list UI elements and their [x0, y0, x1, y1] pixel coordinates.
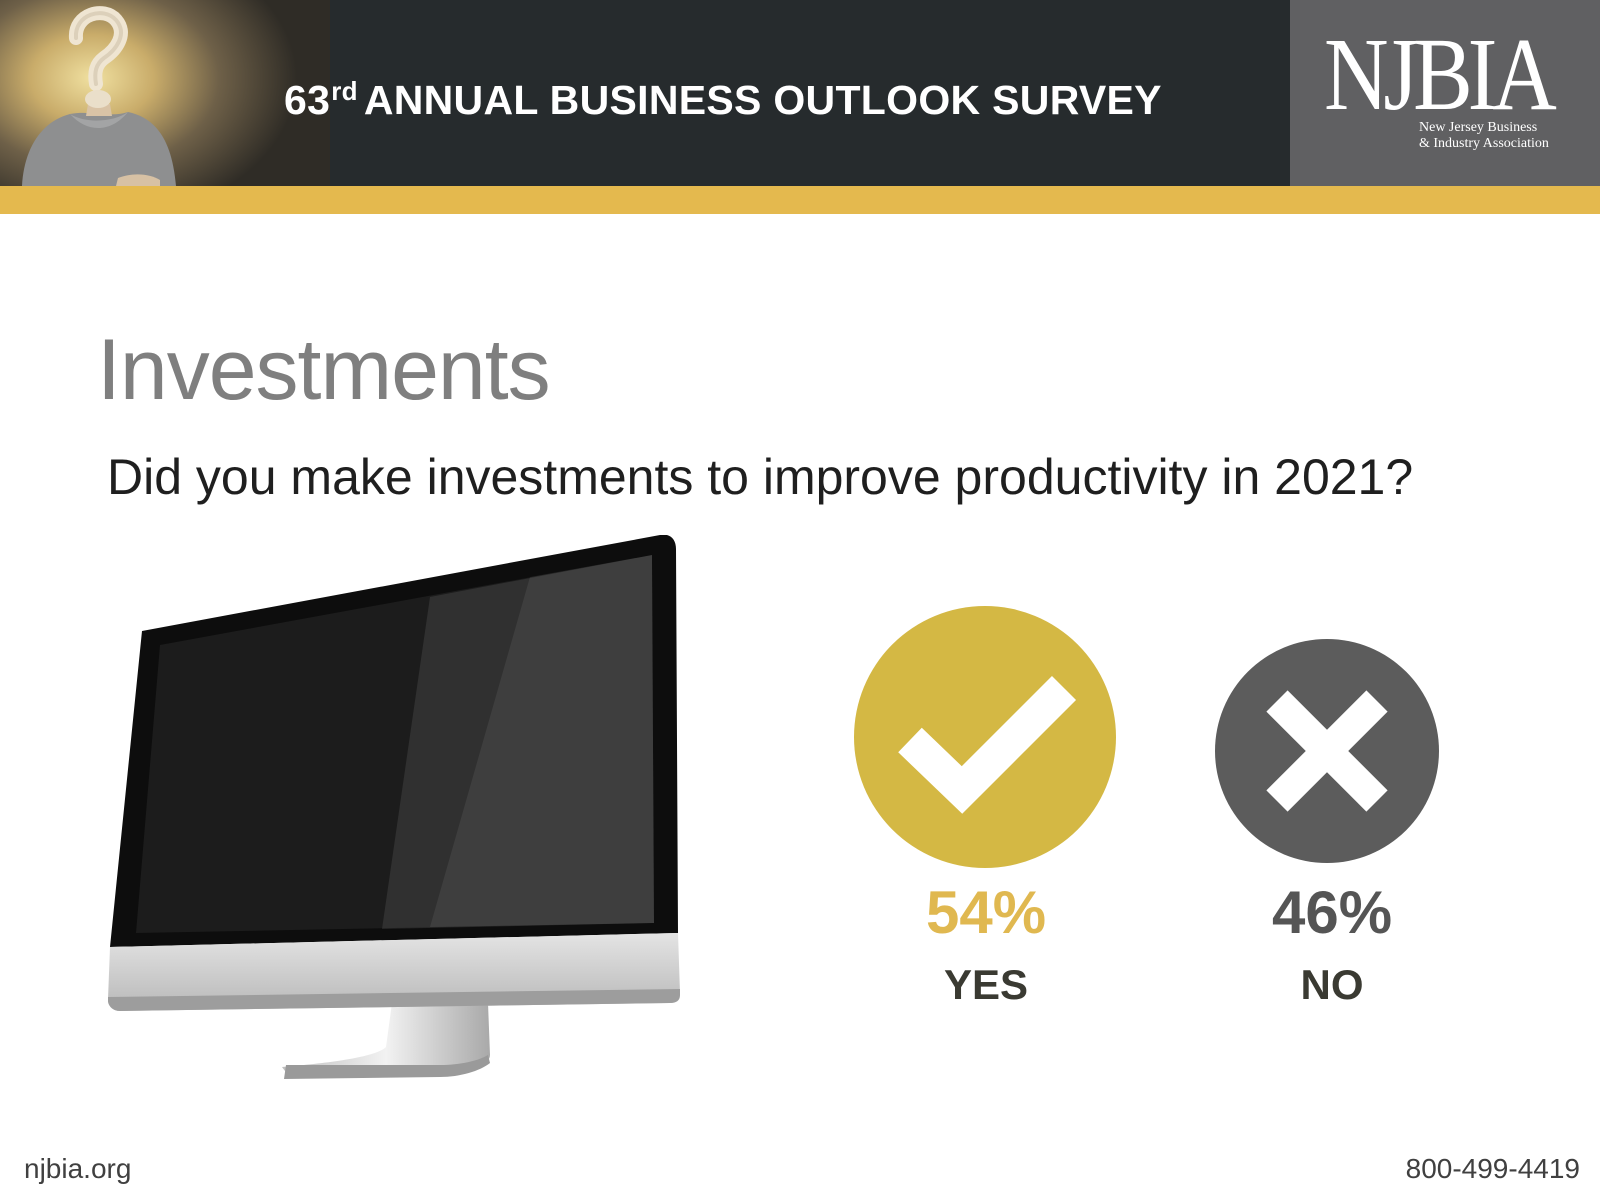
njbia-logo: NJBIA New Jersey Business & Industry Ass…	[1290, 0, 1600, 186]
header-banner: 63rd ANNUAL BUSINESS OUTLOOK SURVEY NJBIA…	[0, 0, 1600, 186]
logo-wordmark: NJBIA	[1324, 17, 1557, 132]
logo-subtitle-line2: & Industry Association	[1419, 136, 1549, 151]
survey-question: Did you make investments to improve prod…	[107, 449, 1414, 505]
no-x-circle	[1215, 639, 1439, 863]
yes-circle	[854, 606, 1116, 868]
header-photo	[0, 0, 330, 186]
no-label: NO	[1300, 961, 1364, 1008]
accent-bar	[0, 186, 1600, 214]
logo-subtitle: New Jersey Business & Industry Associati…	[1419, 120, 1549, 152]
footer-phone: 800-499-4419	[1405, 1153, 1580, 1184]
logo-subtitle-line1: New Jersey Business	[1419, 120, 1538, 135]
no-percent: 46%	[1271, 879, 1393, 946]
question-mark-icon	[69, 6, 128, 108]
footer-website: njbia.org	[24, 1153, 132, 1184]
x-mark-icon	[1266, 690, 1388, 812]
yes-percent: 54%	[925, 879, 1047, 946]
survey-title: 63rd ANNUAL BUSINESS OUTLOOK SURVEY	[284, 63, 1162, 123]
yes-checkmark-circle	[854, 606, 1116, 868]
monitor-illustration	[108, 535, 680, 1079]
survey-title-text: ANNUAL BUSINESS OUTLOOK SURVEY	[363, 77, 1162, 123]
survey-edition-suffix: rd	[331, 76, 358, 106]
yes-label: YES	[943, 961, 1029, 1008]
checkmark-icon	[898, 675, 1077, 814]
survey-edition-number: 63	[284, 77, 331, 123]
page-title: Investments	[97, 322, 551, 418]
question-head-illustration	[22, 6, 176, 186]
